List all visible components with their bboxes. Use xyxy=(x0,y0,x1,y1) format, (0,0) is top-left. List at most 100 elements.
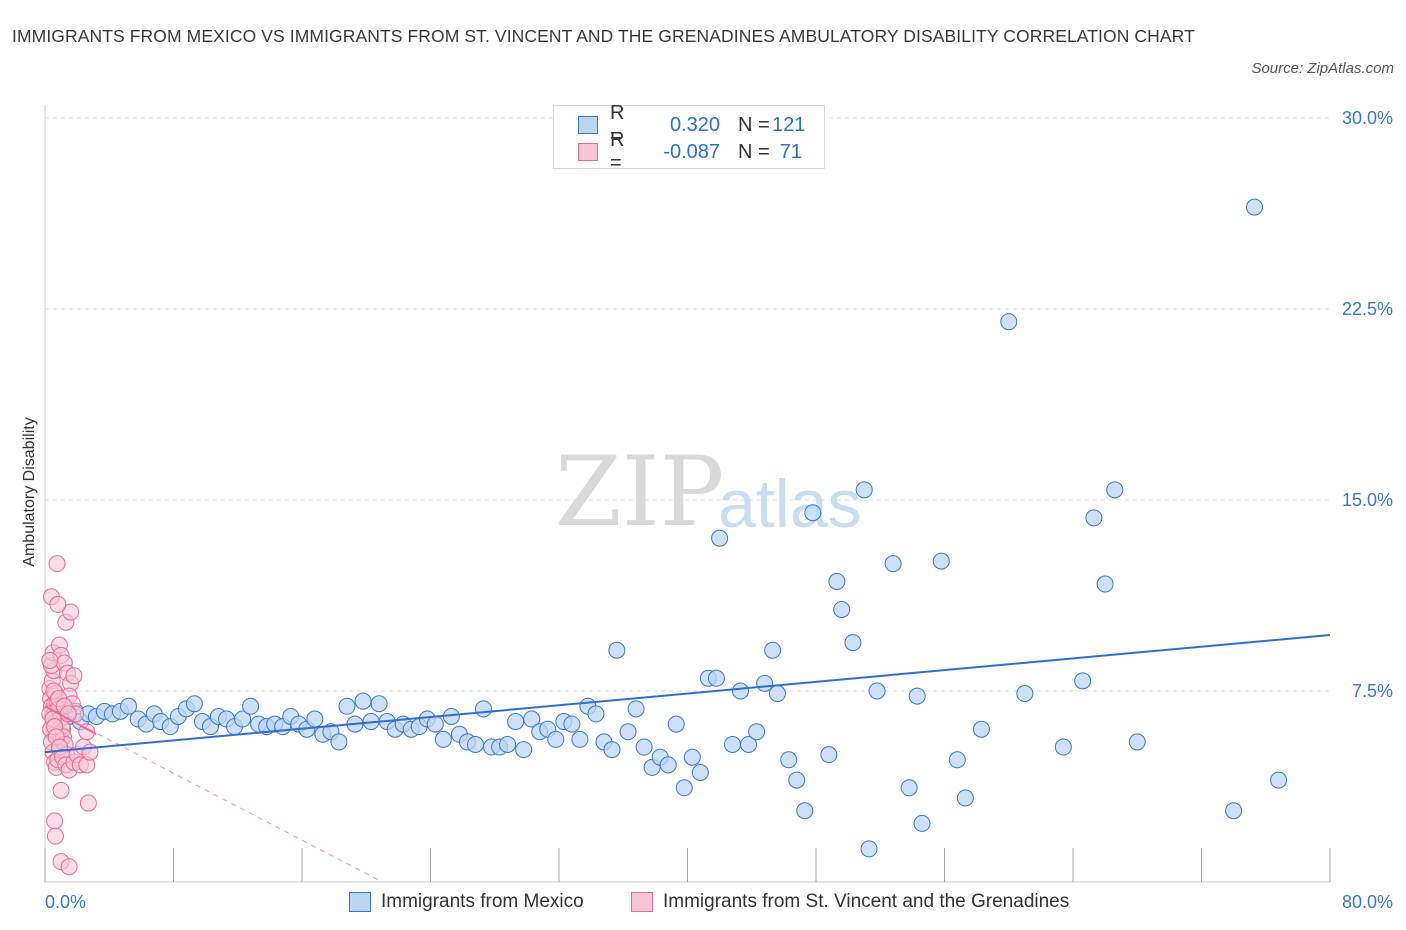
mexico-point xyxy=(571,730,589,748)
mexico-point xyxy=(675,779,693,797)
mexico-point xyxy=(603,741,621,759)
y-tick-label: 30.0% xyxy=(1342,108,1393,128)
st-vincent-point xyxy=(60,858,78,876)
mexico-point xyxy=(1128,733,1146,751)
mexico-point xyxy=(828,572,846,590)
mexico-point xyxy=(683,748,701,766)
mexico-point xyxy=(499,735,517,753)
mexico-point xyxy=(900,779,918,797)
mexico-point xyxy=(860,840,878,858)
mexico-point xyxy=(1074,672,1092,690)
mexico-point xyxy=(796,802,814,820)
mexico-point xyxy=(711,529,729,547)
mexico-point xyxy=(1225,802,1243,820)
mexico-point xyxy=(884,555,902,573)
mexico-point xyxy=(723,735,741,753)
mexico-point xyxy=(948,751,966,769)
pink-trend-extended xyxy=(44,705,383,883)
pink-trend-line xyxy=(44,705,97,736)
mexico-point xyxy=(691,763,709,781)
mexico-point xyxy=(507,713,525,731)
y-axis-label: Ambulatory Disability xyxy=(21,417,38,566)
x-tick-label: 80.0% xyxy=(1342,892,1393,912)
mexico-point xyxy=(740,735,758,753)
mexico-point xyxy=(1016,685,1034,703)
mexico-point xyxy=(619,723,637,741)
grid-lines xyxy=(45,117,1330,692)
y-tick-label: 7.5% xyxy=(1352,681,1393,701)
legend-row-pink: R = -0.087 N = 71 xyxy=(578,129,802,174)
mexico-point xyxy=(587,705,605,723)
mexico-point xyxy=(956,789,974,807)
mexico-point xyxy=(627,700,645,718)
mexico-point xyxy=(306,710,324,728)
bottom-legend-blue: Immigrants from Mexico xyxy=(349,888,584,916)
mexico-point xyxy=(434,730,452,748)
mexico-point xyxy=(748,723,766,741)
legend-n-value-blue: 121 xyxy=(772,113,806,136)
bottom-legend-pink: Immigrants from St. Vincent and the Gren… xyxy=(631,888,1069,916)
blue-trend xyxy=(44,633,1331,754)
pink-trend xyxy=(44,705,383,883)
mexico-point xyxy=(820,746,838,764)
legend-swatch-pink xyxy=(578,143,598,161)
mexico-point xyxy=(523,710,541,728)
mexico-point xyxy=(908,687,926,705)
bottom-legend-swatch-blue xyxy=(349,892,371,912)
mexico-point xyxy=(1096,575,1114,593)
mexico-point xyxy=(563,715,581,733)
mexico-point xyxy=(707,669,725,687)
mexico-point xyxy=(475,700,493,718)
legend-r-value-blue: 0.320 xyxy=(669,113,720,136)
y-tick-label: 22.5% xyxy=(1342,299,1393,319)
mexico-point xyxy=(242,697,260,715)
mexico-point xyxy=(855,481,873,499)
legend-r-label: R = xyxy=(610,129,625,174)
data-points xyxy=(41,198,1288,876)
mexico-point xyxy=(833,601,851,619)
mexico-point xyxy=(234,710,252,728)
mexico-point xyxy=(547,730,565,748)
legend-box: R = 0.320 N = 121 R = -0.087 N = 71 xyxy=(553,102,825,174)
mexico-point xyxy=(756,674,774,692)
watermark-zip: ZIP xyxy=(555,436,724,548)
watermark-atlas: atlas xyxy=(718,466,862,542)
st-vincent-point xyxy=(46,812,64,830)
y-tick-label: 15.0% xyxy=(1342,490,1393,510)
bottom-legend-swatch-pink xyxy=(631,892,653,912)
mexico-point xyxy=(338,697,356,715)
mexico-point xyxy=(370,695,388,713)
st-vincent-point xyxy=(48,555,66,573)
mexico-point xyxy=(608,641,626,659)
tick-labels: 7.5% 15.0% 22.5% 30.0% 0.0% 80.0% xyxy=(45,108,1393,912)
mexico-point xyxy=(1000,313,1018,331)
mexico-point xyxy=(844,634,862,652)
mexico-point xyxy=(185,695,203,713)
mexico-point xyxy=(804,504,822,522)
x-tick-label: 0.0% xyxy=(45,892,86,912)
mexico-point xyxy=(354,692,372,710)
legend-r-label: R = xyxy=(610,102,625,147)
blue-trend-line xyxy=(44,633,1331,754)
mexico-point xyxy=(1246,198,1264,216)
mexico-point xyxy=(330,733,348,751)
legend-n-label: N = xyxy=(738,140,770,163)
mexico-point xyxy=(788,771,806,789)
chart-title: IMMIGRANTS FROM MEXICO VS IMMIGRANTS FRO… xyxy=(12,26,1195,46)
mexico-point xyxy=(764,641,782,659)
mexico-point xyxy=(732,682,750,700)
mexico-point xyxy=(120,697,138,715)
mexico-point xyxy=(972,720,990,738)
mexico-point xyxy=(426,715,444,733)
bottom-legend-label-blue: Immigrants from Mexico xyxy=(381,891,584,912)
legend-n-label: N = xyxy=(738,113,770,136)
mexico-point xyxy=(1085,509,1103,527)
bottom-legend-label-pink: Immigrants from St. Vincent and the Gren… xyxy=(663,891,1070,912)
mexico-point xyxy=(1270,771,1288,789)
legend-row-blue: R = 0.320 N = 121 xyxy=(578,102,806,147)
st-vincent-point xyxy=(49,595,67,613)
mexico-point xyxy=(659,756,677,774)
watermark: ZIP atlas xyxy=(555,436,862,548)
mexico-point xyxy=(1106,481,1124,499)
